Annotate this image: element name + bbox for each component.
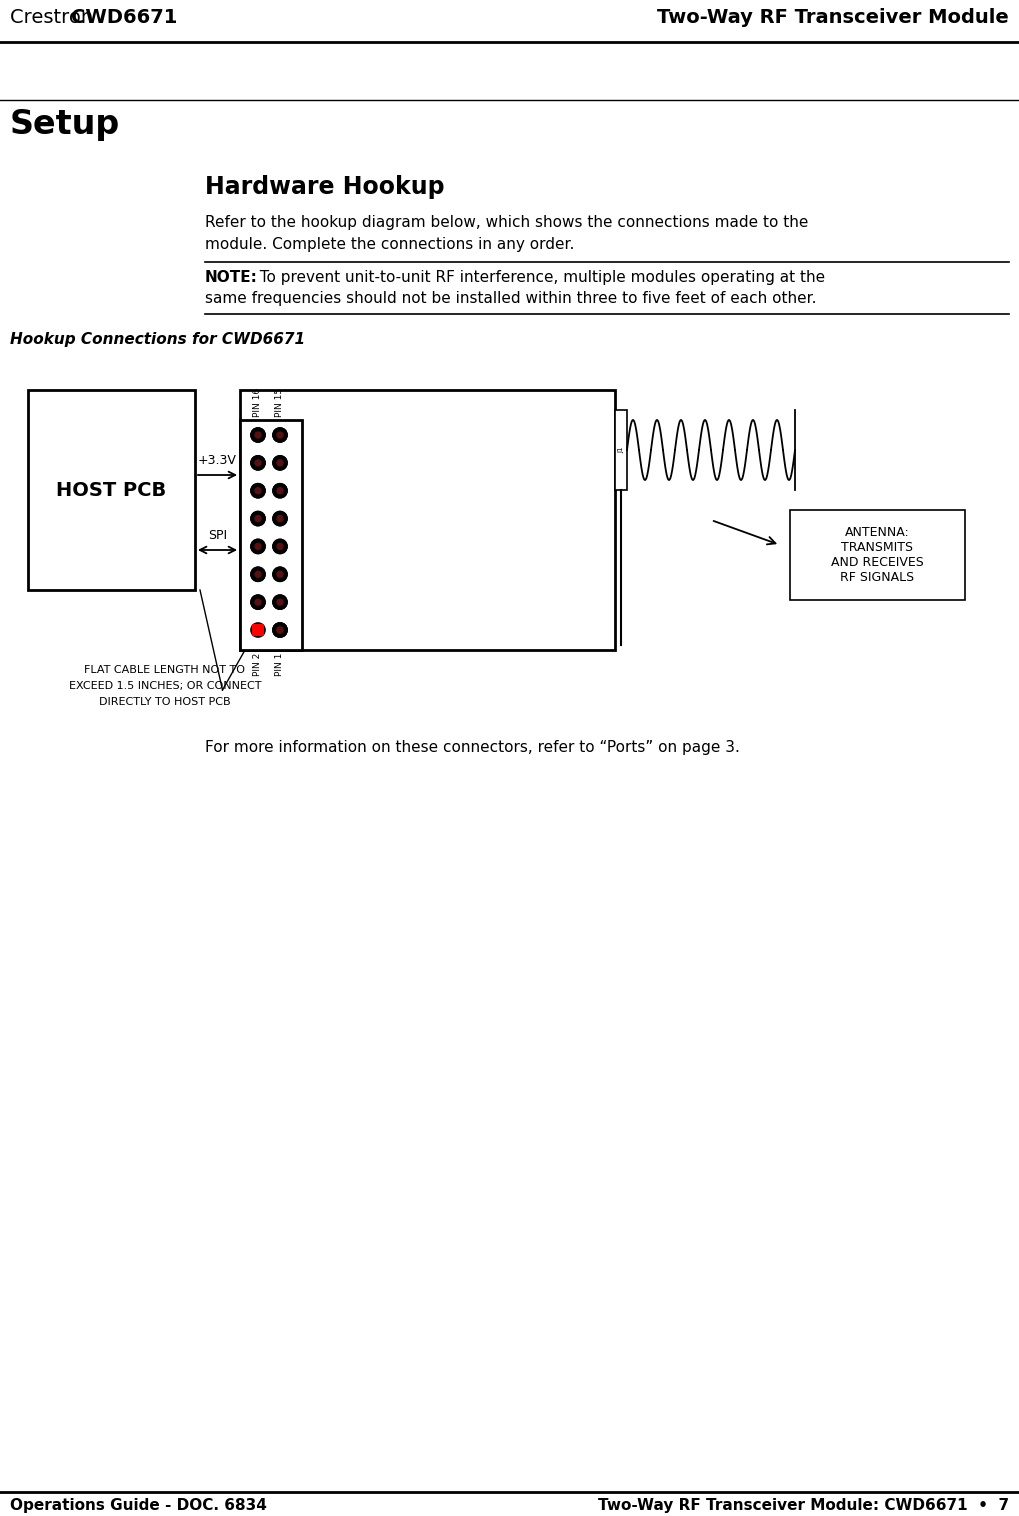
Text: To prevent unit-to-unit RF interference, multiple modules operating at the: To prevent unit-to-unit RF interference,…: [250, 270, 825, 285]
Circle shape: [273, 567, 287, 581]
Text: EXCEED 1.5 INCHES; OR CONNECT: EXCEED 1.5 INCHES; OR CONNECT: [68, 681, 261, 691]
Circle shape: [255, 432, 261, 438]
Circle shape: [273, 540, 287, 553]
Text: NOTE:: NOTE:: [205, 270, 258, 285]
Circle shape: [255, 488, 261, 494]
Circle shape: [273, 596, 287, 609]
Circle shape: [251, 484, 265, 497]
Circle shape: [255, 543, 261, 549]
Bar: [615, 409, 627, 490]
Circle shape: [251, 456, 265, 470]
Text: SPI: SPI: [208, 529, 227, 543]
Bar: [252, 623, 264, 637]
Text: FLAT CABLE LENGTH NOT TO: FLAT CABLE LENGTH NOT TO: [85, 666, 246, 675]
Circle shape: [251, 540, 265, 553]
Text: For more information on these connectors, refer to “Ports” on page 3.: For more information on these connectors…: [205, 740, 740, 755]
Circle shape: [255, 572, 261, 578]
Bar: [240, 390, 615, 650]
Circle shape: [273, 623, 287, 637]
Text: same frequencies should not be installed within three to five feet of each other: same frequencies should not be installed…: [205, 291, 816, 306]
Circle shape: [277, 628, 283, 634]
Circle shape: [251, 623, 265, 637]
Bar: [790, 509, 965, 600]
Text: Setup: Setup: [10, 108, 120, 141]
Circle shape: [277, 515, 283, 522]
Text: Hardware Hookup: Hardware Hookup: [205, 174, 444, 199]
Circle shape: [255, 599, 261, 605]
Text: Two-Way RF Transceiver Module: CWD6671  •  7: Two-Way RF Transceiver Module: CWD6671 •…: [598, 1498, 1009, 1513]
Bar: [28, 390, 195, 590]
Text: Hookup Connections for CWD6671: Hookup Connections for CWD6671: [10, 332, 305, 347]
Text: +3.3V: +3.3V: [198, 453, 237, 467]
Circle shape: [277, 572, 283, 578]
Text: module. Complete the connections in any order.: module. Complete the connections in any …: [205, 236, 575, 252]
Text: DIRECTLY TO HOST PCB: DIRECTLY TO HOST PCB: [99, 697, 231, 706]
Text: Two-Way RF Transceiver Module: Two-Way RF Transceiver Module: [657, 8, 1009, 27]
Text: PIN 16: PIN 16: [254, 388, 263, 417]
Text: PIN 15: PIN 15: [275, 388, 284, 417]
Text: Refer to the hookup diagram below, which shows the connections made to the: Refer to the hookup diagram below, which…: [205, 215, 808, 230]
Bar: [240, 420, 302, 650]
Circle shape: [277, 543, 283, 549]
Circle shape: [251, 511, 265, 526]
Circle shape: [277, 432, 283, 438]
Circle shape: [255, 459, 261, 465]
Text: PIN 2: PIN 2: [254, 653, 263, 676]
Circle shape: [277, 628, 283, 634]
Circle shape: [255, 515, 261, 522]
Circle shape: [251, 428, 265, 443]
Circle shape: [273, 428, 287, 443]
Circle shape: [277, 488, 283, 494]
Circle shape: [273, 484, 287, 497]
Circle shape: [277, 599, 283, 605]
Text: Operations Guide - DOC. 6834: Operations Guide - DOC. 6834: [10, 1498, 267, 1513]
Text: CWD6671: CWD6671: [71, 8, 177, 27]
Circle shape: [251, 596, 265, 609]
Circle shape: [251, 567, 265, 581]
Circle shape: [273, 511, 287, 526]
Text: PIN 1: PIN 1: [275, 653, 284, 676]
Circle shape: [277, 459, 283, 465]
Text: ANTENNA:
TRANSMITS
AND RECEIVES
RF SIGNALS: ANTENNA: TRANSMITS AND RECEIVES RF SIGNA…: [832, 526, 924, 584]
Text: J1: J1: [618, 447, 624, 453]
Circle shape: [273, 623, 287, 637]
Circle shape: [273, 456, 287, 470]
Text: Crestron: Crestron: [10, 8, 100, 27]
Text: HOST PCB: HOST PCB: [56, 481, 167, 499]
